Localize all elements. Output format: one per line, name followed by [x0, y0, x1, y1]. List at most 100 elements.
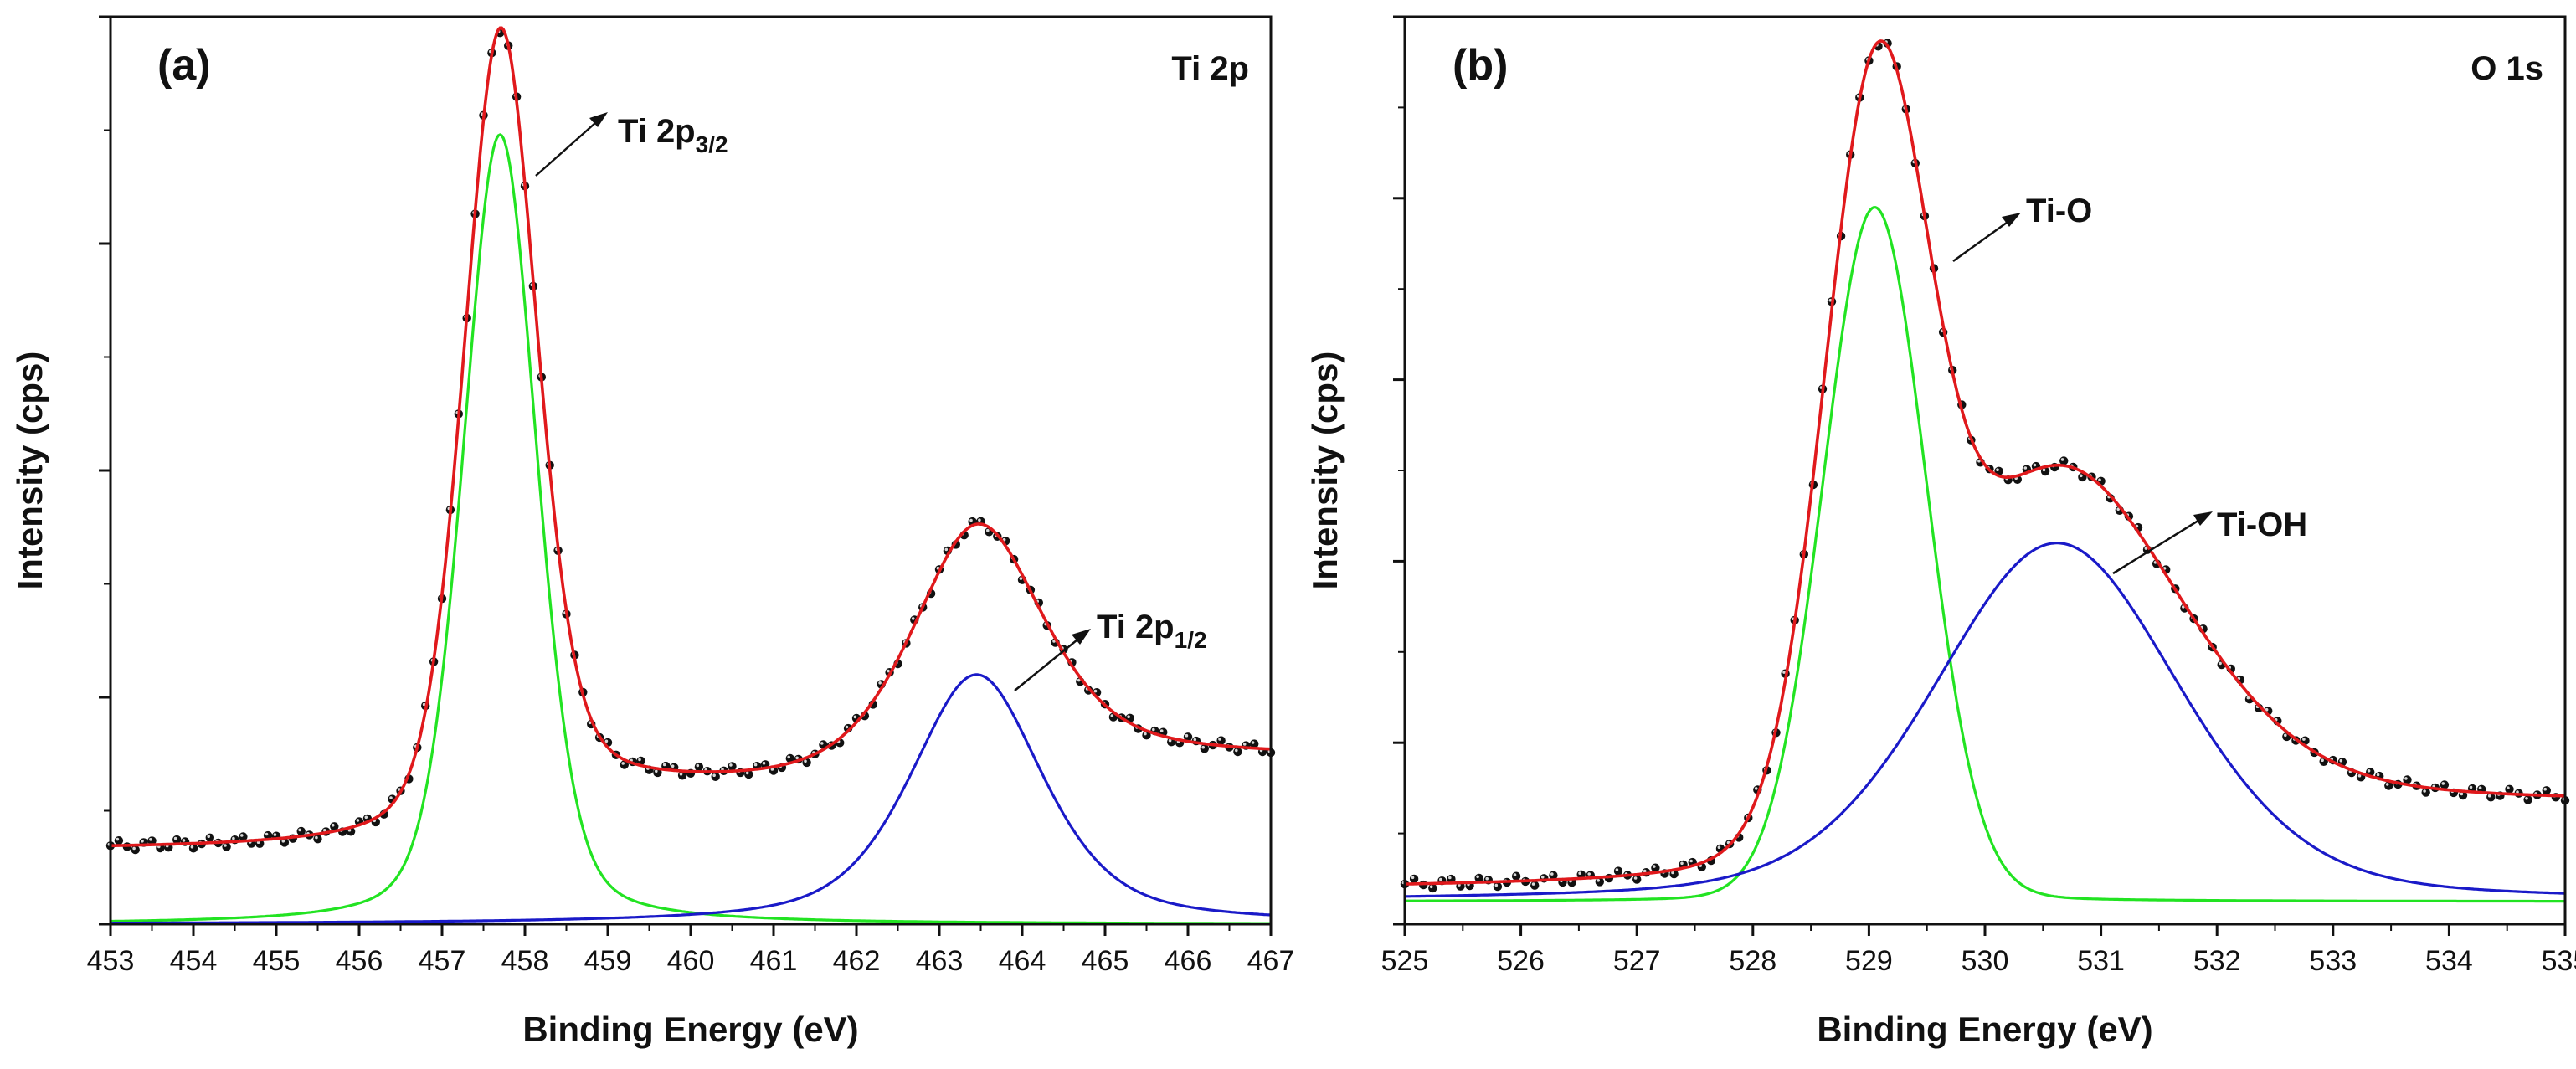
panel-a-data-point-highlight	[671, 764, 675, 768]
panel-a-data-point-highlight	[712, 773, 716, 777]
panel-a-plot-area	[105, 26, 1276, 925]
panel-b-o-1s: 525 526 527 528 529 530 531 532 533 534 535 (b) O …	[1305, 15, 2576, 1049]
panel-a-data-point-highlight	[878, 681, 882, 685]
panel-a-data-point-highlight	[182, 839, 186, 842]
panel-b-data-point-highlight	[1550, 872, 1554, 876]
panel-a-y-axis-title: Intensity (cps)	[10, 352, 49, 590]
panel-b-data-point-highlight	[2423, 789, 2426, 793]
panel-b-envelope-line	[1404, 39, 2566, 886]
panel-a-data-point-highlight	[753, 763, 758, 767]
panel-a-data-point-highlight	[1242, 743, 1247, 746]
panel-b-data-point-highlight	[2042, 468, 2046, 472]
panel-b-data-point-highlight	[1754, 787, 1758, 790]
panel-b-data-point-highlight	[1680, 861, 1684, 866]
panel-b-data-point-highlight	[2441, 782, 2445, 785]
panel-b-data-point-highlight	[2080, 474, 2083, 478]
panel-b-data-point-highlight	[2116, 507, 2120, 511]
panel-b-data-point-highlight	[2144, 547, 2148, 550]
panel-a-data-point-highlight	[265, 832, 269, 836]
panel-a-data-point-highlight	[1127, 715, 1130, 718]
panel-a-label: (a)	[157, 41, 211, 90]
panel-a-data-point-highlight	[356, 819, 360, 822]
panel-b-data-point-highlight	[1513, 873, 1517, 876]
panel-a-data-point-highlight	[978, 518, 981, 522]
panel-a-x-tick-label: 465	[1082, 945, 1129, 977]
panel-a-data-point-highlight	[944, 547, 949, 552]
panel-b-x-tick-label: 532	[2193, 945, 2241, 977]
panel-b-data-point-highlight	[1485, 876, 1489, 881]
panel-a-x-tick-label: 464	[999, 945, 1046, 977]
panel-a-data-point-highlight	[224, 844, 227, 847]
panel-a-x-tick-label: 460	[667, 945, 715, 977]
panel-b-data-point-highlight	[1597, 879, 1600, 882]
panel-b-data-point-highlight	[2302, 738, 2306, 741]
panel-b-data-point-highlight	[2246, 696, 2250, 700]
panel-a-x-axis-title: Binding Energy (eV)	[522, 1010, 858, 1049]
panel-b-data-point-highlight	[1448, 876, 1452, 880]
panel-a-data-point-highlight	[969, 518, 973, 522]
panel-a-annotation-ti-2p32: Ti 2p3/2	[618, 113, 728, 157]
panel-a-data-point-highlight	[132, 846, 136, 851]
panel-b-x-tick-label: 535	[2542, 945, 2576, 977]
panel-b-data-point-highlight	[1476, 875, 1479, 879]
panel-a-x-tick-label: 467	[1247, 945, 1295, 977]
panel-b-data-point	[1613, 866, 1623, 876]
panel-a-data-point-highlight	[273, 833, 277, 836]
panel-a-data-point-highlight	[240, 834, 244, 837]
panel-b-data-point-highlight	[2219, 661, 2222, 666]
panel-a-x-tick-label: 458	[501, 945, 549, 977]
panel-a-component-2-line	[111, 673, 1272, 925]
panel-a-data-point-highlight	[232, 836, 235, 840]
panel-a-data-point-highlight	[1251, 741, 1255, 744]
panel-b-data-point-highlight	[2033, 463, 2037, 467]
panel-a-data-point-highlight	[207, 835, 210, 838]
panel-b-data-point-highlight	[2376, 773, 2380, 777]
panel-a-data-point-highlight	[604, 739, 609, 743]
panel-a-annotation-ti-2p12-main: Ti 2p	[1097, 609, 1175, 645]
panel-a-annotation-ti-2p32-sub: 3/2	[696, 131, 728, 157]
panel-b-y-ticks	[1393, 15, 1405, 926]
panel-b-data-point-highlight	[1633, 876, 1638, 880]
panel-b-data-point-highlight	[2284, 733, 2287, 738]
panel-a-data-point-highlight	[936, 566, 940, 570]
panel-a-data-point-highlight	[298, 828, 301, 832]
panel-a-annotation-ti-2p12-sub: 1/2	[1175, 627, 1207, 653]
panel-b-data-point-highlight	[2265, 707, 2269, 712]
panel-a-data-point-highlight	[1110, 714, 1114, 717]
panel-b-data-point-highlight	[2404, 777, 2408, 780]
panel-a-data-point-highlight	[1168, 738, 1172, 743]
panel-b-data-point-highlight	[1411, 876, 1415, 880]
panel-b-data-point-highlight	[1531, 882, 1535, 886]
panel-a-data-point-highlight	[141, 840, 144, 843]
panel-b-data-point	[2505, 784, 2514, 794]
panel-a-data-point-highlight	[1152, 727, 1155, 732]
panel-a-data-point-highlight	[845, 725, 849, 729]
panel-b-data-point-highlight	[2507, 786, 2510, 789]
panel-b-data-point	[1493, 881, 1503, 892]
panel-a-data-point-highlight	[679, 772, 683, 776]
panel-a-data-markers	[105, 28, 1276, 855]
panel-b-data-point-highlight	[1782, 671, 1786, 674]
panel-b-data-point-highlight	[1615, 868, 1619, 871]
panel-a-data-point	[1216, 736, 1226, 745]
panel-b-data-point-highlight	[1540, 875, 1545, 879]
panel-b-data-point-highlight	[1653, 865, 1656, 868]
panel-a-y-ticks	[99, 15, 111, 926]
panel-a-data-point-highlight	[1185, 733, 1189, 738]
panel-b-data-point-highlight	[1587, 872, 1591, 876]
panel-b-data-point-highlight	[2469, 785, 2473, 789]
panel-a-data-point	[728, 762, 737, 771]
panel-b-data-point-highlight	[2385, 783, 2389, 786]
panel-b-x-tick-label: 531	[2077, 945, 2125, 977]
panel-a-data-point	[188, 844, 198, 853]
panel-a-data-point-highlight	[795, 756, 799, 760]
panel-a-data-point-highlight	[911, 617, 915, 620]
panel-a-data-point-highlight	[364, 815, 368, 820]
panel-a-data-point-highlight	[887, 669, 890, 673]
panel-b-data-point-highlight	[1494, 883, 1499, 887]
panel-b-data-point-highlight	[2487, 794, 2491, 798]
panel-b-data-point-highlight	[2321, 758, 2324, 762]
panel-a-data-point-highlight	[745, 771, 749, 775]
panel-a-data-point-highlight	[1218, 738, 1221, 741]
panel-b-data-point-highlight	[2367, 769, 2371, 773]
